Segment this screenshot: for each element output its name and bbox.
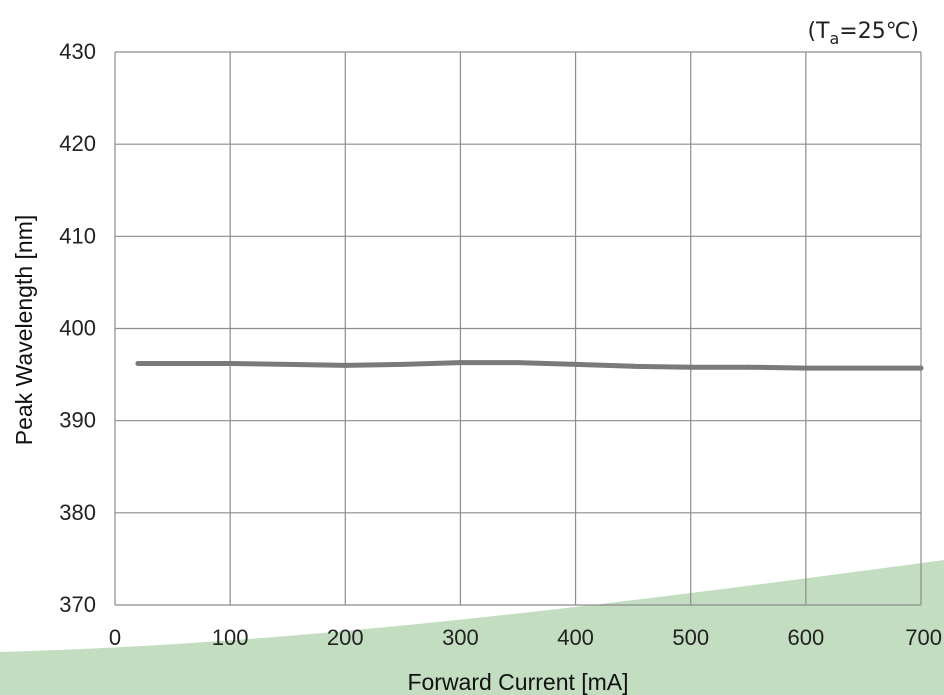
y-tick-label-410: 410: [59, 223, 96, 248]
x-tick-label-200: 200: [327, 625, 364, 650]
data-point-0-3: [285, 361, 291, 367]
x-tick-label-100: 100: [212, 625, 249, 650]
y-tick-label-430: 430: [59, 39, 96, 64]
x-tick-labels: 0 100 200 300 400 500 600 700: [109, 625, 942, 650]
y-tick-labels: 370 380 390 400 410 420 430: [59, 39, 96, 617]
series-group: [135, 360, 924, 371]
data-point-0-14: [918, 365, 924, 371]
data-point-0-10: [688, 364, 694, 370]
condition-suffix: =25℃): [839, 19, 919, 44]
x-tick-label-300: 300: [442, 625, 479, 650]
x-tick-label-600: 600: [787, 625, 824, 650]
y-tick-label-400: 400: [59, 316, 96, 341]
data-point-0-2: [227, 361, 233, 366]
x-tick-label-700: 700: [905, 625, 942, 650]
data-point-0-1: [170, 361, 176, 366]
data-point-0-9: [630, 363, 636, 369]
data-point-0-11: [745, 364, 751, 370]
condition-label: (Ta=25℃): [807, 19, 919, 48]
y-tick-label-420: 420: [59, 131, 96, 156]
data-point-0-13: [860, 365, 866, 371]
condition-subscript: a: [829, 29, 839, 48]
y-tick-label-370: 370: [59, 592, 96, 617]
background-swoosh: [0, 560, 944, 695]
x-tick-label-500: 500: [672, 625, 709, 650]
y-tick-label-380: 380: [59, 500, 96, 525]
data-point-0-6: [457, 360, 463, 366]
condition-prefix: (T: [807, 19, 830, 44]
x-tick-label-0: 0: [109, 625, 121, 650]
data-point-0-0: [135, 361, 141, 366]
data-point-0-4: [342, 362, 348, 368]
data-point-0-12: [803, 365, 809, 371]
data-point-0-7: [515, 360, 521, 366]
x-axis-title: Forward Current [mA]: [407, 669, 628, 695]
x-tick-label-400: 400: [557, 625, 594, 650]
grid-lines: [114, 51, 922, 606]
y-axis-title: Peak Wavelength [nm]: [11, 215, 37, 446]
data-point-0-8: [573, 361, 579, 367]
y-tick-label-390: 390: [59, 408, 96, 433]
data-point-0-5: [400, 361, 406, 367]
